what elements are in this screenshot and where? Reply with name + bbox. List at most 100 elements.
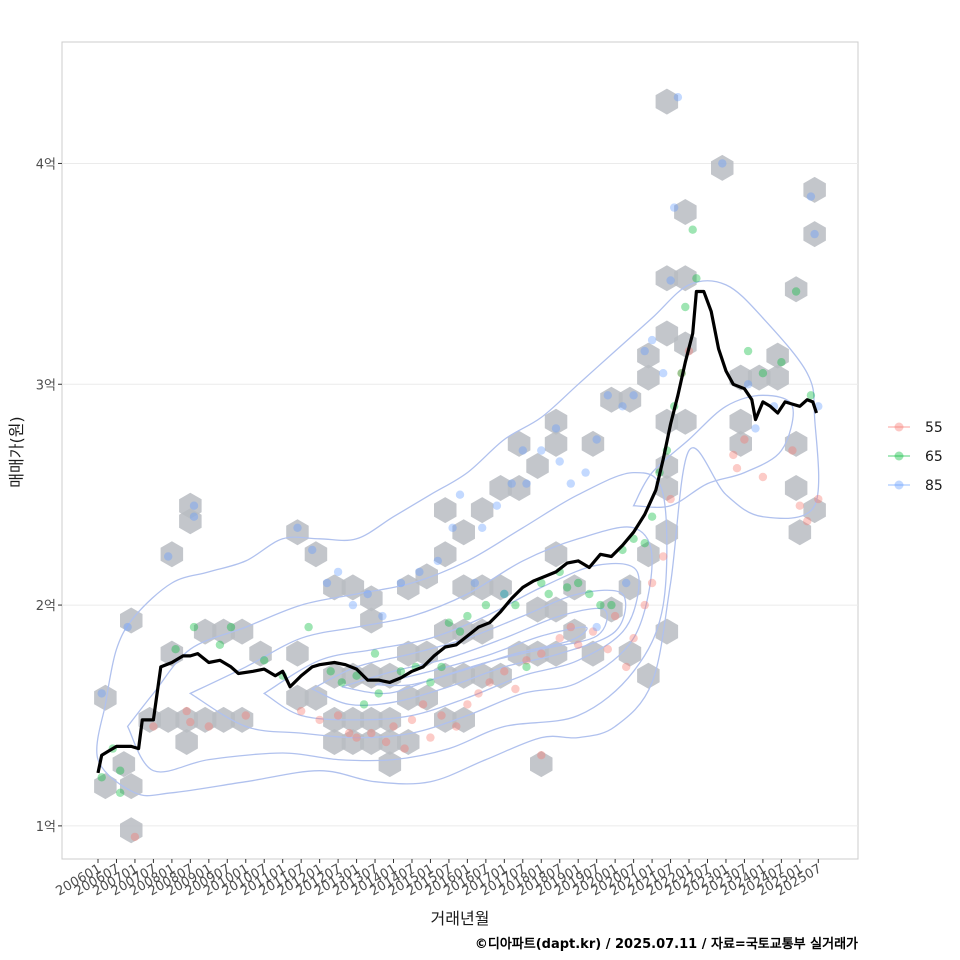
hexbin-cell	[286, 640, 309, 667]
point-65	[426, 678, 435, 687]
hexbin-cell	[507, 640, 531, 667]
point-65	[396, 667, 406, 676]
point-55	[333, 711, 343, 720]
hexbin-layer	[94, 88, 826, 844]
point-85	[123, 622, 132, 632]
y-axis: 1억 2억 3억 4억	[36, 157, 62, 835]
point-55	[647, 578, 657, 588]
point-55	[566, 622, 575, 632]
point-65	[326, 667, 335, 676]
point-55	[426, 733, 435, 742]
density-contour	[96, 280, 820, 797]
point-55	[400, 744, 409, 753]
point-65	[777, 358, 786, 367]
point-85	[673, 93, 683, 102]
hexbin-cell	[94, 684, 117, 711]
y-tick-label: 2억	[36, 599, 56, 614]
point-65	[743, 346, 753, 356]
point-55	[640, 600, 649, 610]
point-55	[437, 711, 446, 720]
density-contour	[310, 589, 627, 707]
hexbin-cell	[397, 729, 420, 755]
point-65	[97, 773, 106, 782]
hexbin-cell	[489, 574, 512, 601]
hexbin-cell	[193, 706, 217, 733]
point-85	[492, 501, 502, 510]
density-contour	[262, 562, 640, 721]
legend-label: 65	[925, 449, 943, 465]
point-65	[374, 689, 383, 698]
hexbin-cell	[175, 706, 198, 733]
point-85	[522, 479, 531, 488]
hexbin-cell	[618, 386, 642, 413]
point-85	[751, 424, 760, 433]
legend-key-point	[894, 480, 904, 490]
hexbin-cell	[784, 475, 808, 501]
point-55	[500, 667, 509, 676]
hexbin-cell	[526, 453, 549, 479]
point-65	[260, 656, 269, 665]
hexbin-cell	[230, 706, 254, 733]
hexbin-cell	[600, 596, 623, 623]
point-65	[537, 578, 546, 588]
point-85	[293, 523, 302, 532]
hexbin-cell	[784, 276, 808, 303]
point-65	[574, 578, 583, 588]
point-65	[444, 618, 454, 627]
point-85	[189, 501, 199, 510]
hexbin-cell	[470, 497, 494, 524]
point-85	[433, 556, 442, 566]
point-65	[692, 274, 701, 283]
point-65	[681, 302, 690, 312]
x-axis-title: 거래년월	[431, 909, 490, 928]
hexbin-cell	[360, 607, 383, 634]
hexbin-cell	[249, 640, 272, 667]
point-55	[555, 634, 564, 643]
point-55	[297, 706, 306, 716]
point-85	[640, 346, 649, 356]
hexbin-cell	[286, 519, 309, 546]
point-65	[791, 287, 801, 296]
point-55	[795, 501, 804, 510]
hexbin-cell	[674, 265, 697, 292]
hexbin-cell	[470, 574, 494, 601]
hexbin-cell	[452, 574, 475, 601]
point-85	[666, 276, 675, 285]
point-85	[415, 567, 424, 577]
hexbin-cell	[637, 342, 660, 369]
hexbin-cell	[489, 475, 512, 501]
hexbin-cell	[452, 662, 475, 689]
point-85	[603, 391, 612, 400]
y-tick-label: 1억	[36, 820, 56, 835]
density-contour	[188, 526, 653, 739]
legend-key-point	[894, 422, 904, 432]
hexbin-cell	[674, 408, 697, 435]
point-55	[418, 700, 428, 709]
hexbin-cell	[507, 475, 531, 501]
point-85	[333, 567, 343, 577]
point-55	[381, 737, 391, 747]
point-55	[345, 728, 354, 738]
hexbin-cell	[803, 497, 826, 524]
density-contour	[126, 471, 668, 773]
point-85	[97, 689, 106, 698]
hexbin-cell	[788, 519, 812, 546]
hexbin-cell	[674, 199, 697, 225]
hexbin-cell	[304, 684, 328, 711]
point-55	[149, 722, 158, 731]
moving-average-layer	[96, 289, 819, 774]
hexbin-cell	[747, 364, 771, 391]
hexbin-cell	[434, 541, 457, 568]
point-85	[592, 435, 601, 444]
hexbin-cell	[637, 662, 660, 689]
point-85	[743, 380, 753, 389]
point-55	[574, 640, 583, 649]
density-contour	[374, 626, 588, 687]
point-85	[618, 402, 627, 411]
legend: 55 65 85	[888, 420, 943, 494]
point-65	[511, 600, 520, 610]
point-55	[732, 464, 742, 473]
point-85	[308, 545, 317, 555]
hexbin-cell	[112, 751, 136, 778]
point-55	[740, 435, 749, 444]
